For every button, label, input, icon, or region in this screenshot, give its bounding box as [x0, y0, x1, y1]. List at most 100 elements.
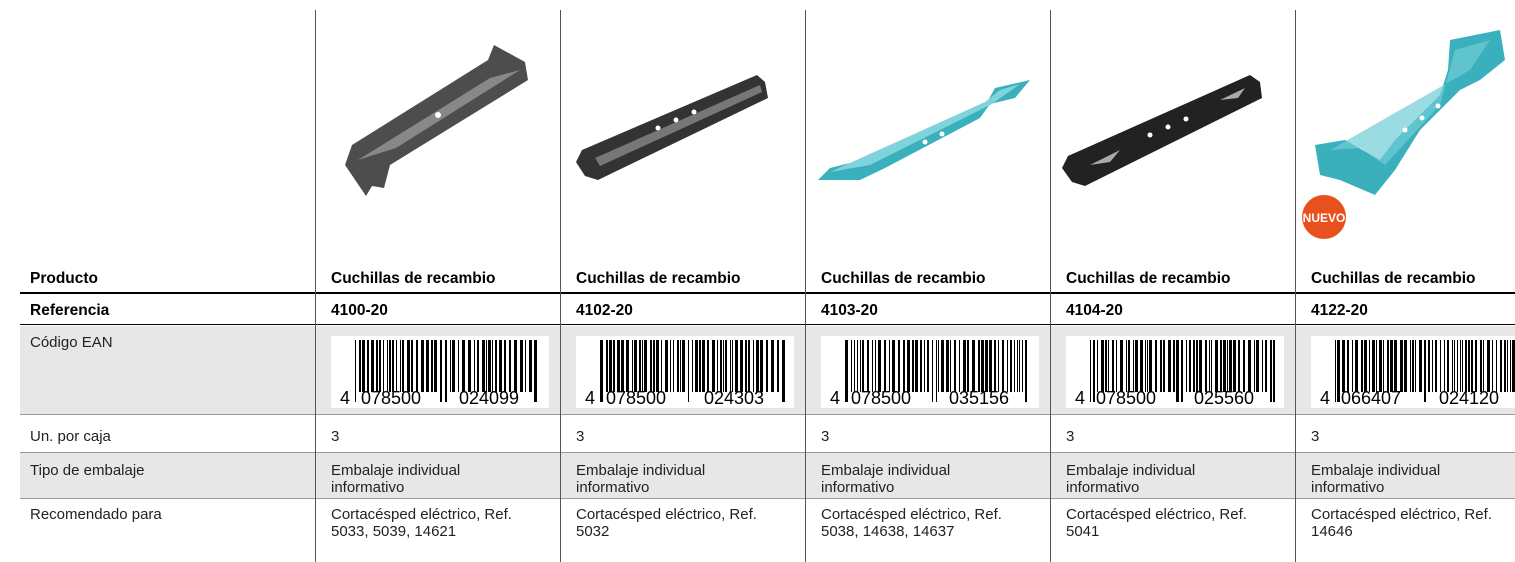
barcode-bar	[1460, 340, 1461, 392]
barcode-bar	[1415, 340, 1416, 392]
barcode-bar	[1163, 340, 1165, 392]
barcode-bar	[416, 340, 418, 392]
barcode-bar	[359, 340, 361, 392]
barcode-bar	[426, 340, 429, 392]
units-per-box: 3	[1311, 428, 1320, 445]
barcode-bar	[520, 340, 523, 392]
column-divider	[315, 10, 316, 562]
barcode-bar	[1471, 340, 1473, 392]
row-band	[20, 453, 1515, 498]
barcode-bar	[748, 340, 750, 392]
barcode-bar	[621, 340, 624, 392]
barcode-bar	[680, 340, 681, 392]
barcode-bar	[367, 340, 369, 392]
barcode-bar	[1428, 340, 1430, 392]
barcode-bar	[954, 340, 956, 392]
reference: 4100-20	[331, 302, 388, 319]
barcode-bar	[1220, 340, 1222, 392]
ean-digits: 4	[1320, 388, 1330, 408]
barcode-bar	[1108, 340, 1109, 392]
barcode-bar	[421, 340, 424, 392]
units-per-box: 3	[576, 428, 585, 445]
barcode-bar	[730, 340, 731, 392]
barcode-bar	[617, 340, 620, 392]
barcode-bar	[735, 340, 738, 392]
barcode-bar	[732, 340, 733, 392]
barcode-bar	[1404, 340, 1407, 392]
barcode-bar	[499, 340, 502, 392]
barcode-bar	[723, 340, 724, 392]
barcode-bar	[1270, 340, 1272, 402]
barcode-bar	[1475, 340, 1477, 392]
barcode-bar	[1369, 340, 1370, 392]
barcode-bar	[712, 340, 715, 392]
barcode-bar	[632, 340, 633, 392]
barcode-bar	[376, 340, 378, 392]
barcode-bar	[1342, 340, 1345, 392]
barcode-bar	[1412, 340, 1414, 392]
barcode-bar	[1112, 340, 1114, 392]
barcode-bar	[1444, 340, 1445, 392]
recommended: Cortacésped eléctrico, Ref. 5032	[576, 506, 757, 540]
barcode-bar	[920, 340, 922, 392]
barcode-bar	[1233, 340, 1236, 392]
barcode-bar	[1510, 340, 1511, 392]
barcode-bar	[946, 340, 949, 392]
barcode-bar	[1387, 340, 1389, 392]
recommended: Cortacésped eléctrico, Ref. 5033, 5039, …	[331, 506, 512, 540]
barcode-bar	[474, 340, 475, 392]
barcode-bar	[950, 340, 951, 392]
barcode-bar	[1181, 340, 1183, 402]
barcode-bar	[1379, 340, 1382, 392]
barcode-bar	[959, 340, 960, 392]
ean-digits: 4	[1075, 388, 1085, 408]
barcode-bar	[695, 340, 698, 392]
barcode-bar	[1447, 340, 1449, 392]
barcode-bar	[1149, 340, 1152, 392]
barcode-bar	[656, 340, 659, 392]
barcode-bar	[875, 340, 876, 392]
barcode-bar	[1160, 340, 1162, 392]
barcode-bar	[1500, 340, 1502, 392]
barcode-bar	[355, 340, 356, 402]
barcode-bar	[396, 340, 397, 392]
barcode-bar	[1205, 340, 1207, 392]
barcode-bar	[371, 340, 374, 392]
barcode-bar	[720, 340, 722, 392]
barcode-bar	[1468, 340, 1470, 392]
barcode-bar	[450, 340, 451, 392]
ean-digits: 078500	[851, 388, 911, 408]
barcode-bar	[1361, 340, 1363, 392]
units-per-box: 3	[821, 428, 830, 445]
barcode-bar	[1256, 340, 1259, 392]
barcode-bar	[606, 340, 608, 392]
barcode-bar	[978, 340, 980, 392]
barcode-bar	[907, 340, 910, 392]
barcode-bar	[1168, 340, 1171, 392]
barcode-bar	[639, 340, 641, 392]
barcode-bar	[642, 340, 643, 392]
barcode-bar	[1462, 340, 1463, 392]
barcode-bar	[938, 340, 939, 392]
packaging: Embalaje individual informativo	[1311, 462, 1441, 496]
barcode-bar	[771, 340, 774, 392]
barcode-bar	[1383, 340, 1384, 392]
barcode-bar	[634, 340, 637, 392]
ean-digits: 025560	[1194, 388, 1254, 408]
row-label: Recomendado para	[30, 506, 162, 523]
barcode-bar	[379, 340, 381, 392]
barcode-bar	[1116, 340, 1117, 392]
barcode-bar	[1372, 340, 1375, 392]
badge	[1302, 195, 1346, 239]
barcode-bar	[477, 340, 479, 392]
barcode-bar	[462, 340, 465, 392]
barcode-bar	[756, 340, 759, 392]
barcode-bar	[504, 340, 506, 392]
barcode-bar	[967, 340, 969, 392]
barcode-bar	[458, 340, 459, 392]
barcode-bar	[434, 340, 437, 392]
barcode-bar	[717, 340, 718, 392]
barcode-bar	[1265, 340, 1267, 392]
barcode-bar	[653, 340, 655, 392]
barcode-bar	[1347, 340, 1349, 392]
